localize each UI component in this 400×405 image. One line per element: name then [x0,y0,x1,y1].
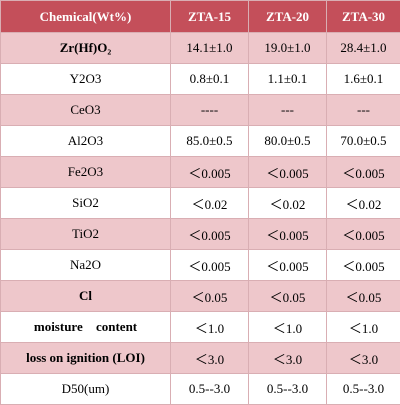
row-label: Cl [1,281,171,312]
cell-value: 0.8±0.1 [171,64,249,95]
cell-value: 80.0±0.5 [249,126,327,157]
table-row: moisture content ＜1.0 ＜1.0 ＜1.0 [1,312,400,343]
header-zta-30: ZTA-30 [327,1,400,33]
cell-value: ＜0.005 [327,157,400,188]
row-label: CeO3 [1,95,171,126]
cell-value: ＜3.0 [249,343,327,374]
cell-value: 1.1±0.1 [249,64,327,95]
row-label: TiO2 [1,219,171,250]
row-label: moisture content [1,312,171,343]
table-row: CeO3 ---- --- --- [1,95,400,126]
table-row: Y2O3 0.8±0.1 1.1±0.1 1.6±0.1 [1,64,400,95]
cell-value: 14.1±1.0 [171,33,249,64]
row-label: loss on ignition (LOI) [1,343,171,374]
cell-value: ＜3.0 [171,343,249,374]
cell-value: ＜0.005 [249,250,327,281]
cell-value: ＜0.005 [171,219,249,250]
cell-value: ---- [171,95,249,126]
cell-value: ＜1.0 [327,312,400,343]
table-row: loss on ignition (LOI) ＜3.0 ＜3.0 ＜3.0 [1,343,400,374]
cell-value: --- [327,95,400,126]
cell-value: ＜0.05 [171,281,249,312]
cell-value: 28.4±1.0 [327,33,400,64]
table-row: Zr(Hf)O₂ 14.1±1.0 19.0±1.0 28.4±1.0 [1,33,400,64]
row-label: Al2O3 [1,126,171,157]
cell-value: ＜0.005 [171,157,249,188]
table-row: Fe2O3 ＜0.005 ＜0.005 ＜0.005 [1,157,400,188]
cell-value: ＜1.0 [171,312,249,343]
cell-value: 70.0±0.5 [327,126,400,157]
row-label: Na2O [1,250,171,281]
header-zta-20: ZTA-20 [249,1,327,33]
row-label: Y2O3 [1,64,171,95]
cell-value: 1.6±0.1 [327,64,400,95]
table-row: SiO2 ＜0.02 ＜0.02 ＜0.02 [1,188,400,219]
cell-value: ＜0.005 [327,250,400,281]
cell-value: ＜0.005 [249,219,327,250]
cell-value: ＜0.02 [327,188,400,219]
header-zta-15: ZTA-15 [171,1,249,33]
table-row: Cl ＜0.05 ＜0.05 ＜0.05 [1,281,400,312]
cell-value: --- [249,95,327,126]
cell-value: ＜1.0 [249,312,327,343]
table-row: Na2O ＜0.005 ＜0.005 ＜0.005 [1,250,400,281]
header-row: Chemical(Wt%) ZTA-15 ZTA-20 ZTA-30 [1,1,400,33]
cell-value: ＜0.02 [249,188,327,219]
cell-value: ＜0.005 [171,250,249,281]
cell-value: ＜0.05 [249,281,327,312]
table-row: TiO2 ＜0.005 ＜0.005 ＜0.005 [1,219,400,250]
cell-value: ＜0.02 [171,188,249,219]
row-label: Zr(Hf)O₂ [1,33,171,64]
cell-value: 19.0±1.0 [249,33,327,64]
row-label: Fe2O3 [1,157,171,188]
header-chemical: Chemical(Wt%) [1,1,171,33]
row-label: SiO2 [1,188,171,219]
cell-value: ＜3.0 [327,343,400,374]
table-row: Al2O3 85.0±0.5 80.0±0.5 70.0±0.5 [1,126,400,157]
cell-value: ＜0.005 [327,219,400,250]
cell-value: ＜0.05 [327,281,400,312]
cell-value: ＜0.005 [249,157,327,188]
cell-value: 85.0±0.5 [171,126,249,157]
